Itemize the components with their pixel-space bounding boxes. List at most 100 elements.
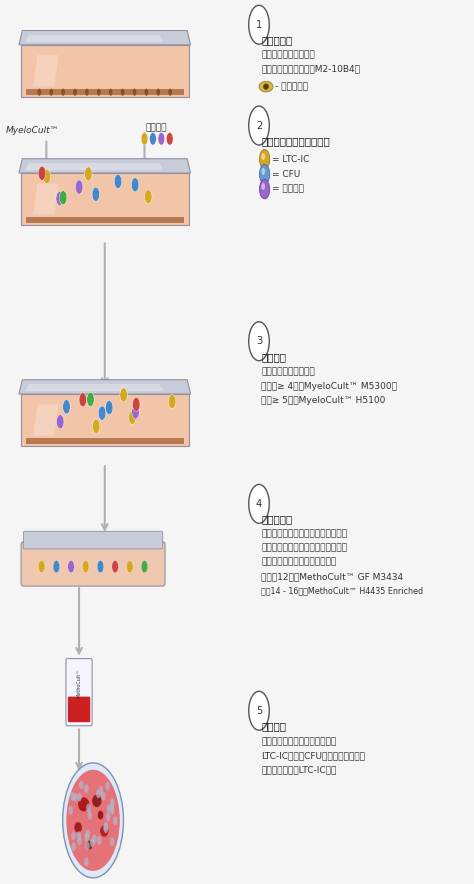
Circle shape xyxy=(38,166,46,180)
Ellipse shape xyxy=(263,83,269,90)
Circle shape xyxy=(92,187,100,202)
Circle shape xyxy=(63,763,123,878)
Circle shape xyxy=(90,838,95,847)
Circle shape xyxy=(73,793,78,802)
Ellipse shape xyxy=(74,822,82,833)
Circle shape xyxy=(79,392,87,407)
Circle shape xyxy=(66,770,120,871)
Ellipse shape xyxy=(78,797,89,812)
Polygon shape xyxy=(19,159,191,173)
Circle shape xyxy=(103,822,108,831)
Polygon shape xyxy=(26,438,184,444)
Ellipse shape xyxy=(86,841,92,850)
Circle shape xyxy=(141,133,148,145)
FancyBboxPatch shape xyxy=(23,531,163,549)
Circle shape xyxy=(127,560,133,573)
Circle shape xyxy=(61,88,65,95)
Text: MyeloCult™: MyeloCult™ xyxy=(6,126,59,135)
Circle shape xyxy=(92,834,97,843)
Text: 和非贴壁的细胞，然后将适当的细胞: 和非贴壁的细胞，然后将适当的细胞 xyxy=(261,544,347,552)
Circle shape xyxy=(59,191,67,205)
Circle shape xyxy=(107,804,111,813)
Circle shape xyxy=(168,88,172,95)
Text: 测试细胞: 测试细胞 xyxy=(146,124,167,133)
Circle shape xyxy=(105,781,110,790)
Circle shape xyxy=(110,798,115,807)
Circle shape xyxy=(249,322,269,361)
Text: LTC-IC生成的CFU平均数目，计算测: LTC-IC生成的CFU平均数目，计算测 xyxy=(261,751,365,760)
Circle shape xyxy=(110,806,115,815)
Circle shape xyxy=(103,825,108,834)
Circle shape xyxy=(259,164,270,184)
Circle shape xyxy=(70,792,75,801)
FancyBboxPatch shape xyxy=(68,697,90,722)
Polygon shape xyxy=(26,217,184,223)
Text: 3: 3 xyxy=(256,336,262,347)
Circle shape xyxy=(98,406,106,420)
Circle shape xyxy=(97,560,104,573)
Circle shape xyxy=(133,88,137,95)
Text: 人：≥ 5周，MyeloCult™ H5100: 人：≥ 5周，MyeloCult™ H5100 xyxy=(261,396,386,405)
Ellipse shape xyxy=(92,795,101,807)
Circle shape xyxy=(71,831,76,840)
Circle shape xyxy=(259,149,270,169)
Text: 4: 4 xyxy=(256,499,262,509)
Circle shape xyxy=(106,812,110,821)
Polygon shape xyxy=(26,88,184,95)
Polygon shape xyxy=(19,380,191,394)
Text: 加入已知数量的测试细胞: 加入已知数量的测试细胞 xyxy=(261,136,330,147)
Text: - 饲养层细胞: - 饲养层细胞 xyxy=(275,82,309,91)
Polygon shape xyxy=(33,183,58,215)
Circle shape xyxy=(84,784,89,793)
Circle shape xyxy=(145,88,148,95)
Text: 2: 2 xyxy=(256,120,262,131)
Circle shape xyxy=(63,400,70,414)
Circle shape xyxy=(121,88,125,95)
Circle shape xyxy=(141,560,148,573)
Circle shape xyxy=(259,179,270,199)
Circle shape xyxy=(128,410,136,424)
Circle shape xyxy=(77,793,82,802)
Circle shape xyxy=(68,805,73,814)
Text: 每周更换一半的培养基: 每周更换一半的培养基 xyxy=(261,368,315,377)
Text: 制备饲养层: 制备饲养层 xyxy=(261,34,292,45)
Text: = LTC-IC: = LTC-IC xyxy=(272,155,310,164)
Circle shape xyxy=(84,167,92,181)
Circle shape xyxy=(96,789,100,798)
Circle shape xyxy=(168,394,176,408)
Text: 集落计数: 集落计数 xyxy=(261,721,286,732)
Ellipse shape xyxy=(259,81,273,92)
Polygon shape xyxy=(19,31,191,45)
Circle shape xyxy=(76,831,81,840)
Text: 小鼠：12天，MethoCult™ GF M3434: 小鼠：12天，MethoCult™ GF M3434 xyxy=(261,572,403,581)
Circle shape xyxy=(53,560,60,573)
Circle shape xyxy=(68,560,74,573)
Circle shape xyxy=(87,392,94,407)
Circle shape xyxy=(97,88,100,95)
Circle shape xyxy=(85,88,89,95)
Polygon shape xyxy=(21,45,189,96)
Circle shape xyxy=(120,388,128,402)
Polygon shape xyxy=(21,173,189,225)
Text: 小鼠：辐照过的髓细胞: 小鼠：辐照过的髓细胞 xyxy=(261,50,315,59)
Text: 收获整个培养皿中的细胞，包括贴壁: 收获整个培养皿中的细胞，包括贴壁 xyxy=(261,530,347,538)
Circle shape xyxy=(86,804,91,812)
Circle shape xyxy=(249,106,269,145)
Circle shape xyxy=(105,400,113,415)
Text: 收获和接种: 收获和接种 xyxy=(261,514,292,524)
Circle shape xyxy=(71,842,76,851)
FancyBboxPatch shape xyxy=(66,659,92,726)
Polygon shape xyxy=(25,384,164,392)
Circle shape xyxy=(56,192,64,206)
Text: 试细胞悬液中的LTC-IC数量: 试细胞悬液中的LTC-IC数量 xyxy=(261,766,337,774)
Text: = 成熟细胞: = 成熟细胞 xyxy=(272,185,304,194)
Circle shape xyxy=(37,88,41,95)
Circle shape xyxy=(114,174,122,188)
Circle shape xyxy=(84,857,89,866)
Polygon shape xyxy=(25,163,164,171)
Circle shape xyxy=(77,836,82,845)
Circle shape xyxy=(88,811,92,819)
Circle shape xyxy=(131,178,139,192)
Ellipse shape xyxy=(100,826,109,836)
Text: = CFU: = CFU xyxy=(272,170,301,179)
